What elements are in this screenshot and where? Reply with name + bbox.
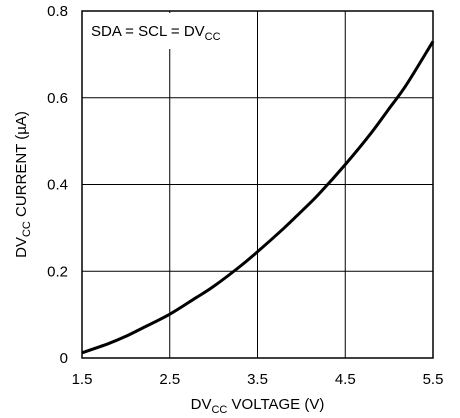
x-tick-label: 4.5 <box>335 371 356 388</box>
x-tick-label: 5.5 <box>423 371 444 388</box>
y-tick-label: 0.8 <box>47 3 68 20</box>
x-tick-label: 3.5 <box>247 371 268 388</box>
y-axis-label: DVCC CURRENT (µA) <box>13 111 33 258</box>
x-tick-labels: 1.5 2.5 3.5 4.5 5.5 <box>72 371 444 388</box>
x-axis-label: DVCC VOLTAGE (V) <box>191 396 325 416</box>
y-tick-label: 0.2 <box>47 263 68 280</box>
series-lines <box>81 40 435 355</box>
y-tick-label: 0.6 <box>47 90 68 107</box>
x-axis-label-prefix: DV <box>191 396 212 413</box>
annotation-subscript: CC <box>205 31 221 43</box>
series-line-1 <box>81 40 435 355</box>
y-tick-label: 0 <box>60 350 68 367</box>
x-axis-label-subscript: CC <box>211 404 227 416</box>
y-tick-labels: 0 0.2 0.4 0.6 0.8 <box>47 3 68 367</box>
y-axis-label-prefix: DV <box>13 237 30 258</box>
annotation-text: SDA = SCL = DV <box>91 23 205 40</box>
annotation-background <box>84 13 232 49</box>
grid-lines <box>81 10 434 359</box>
x-tick-label: 1.5 <box>72 371 93 388</box>
x-axis-label-suffix: VOLTAGE (V) <box>227 396 324 413</box>
chart-annotation: SDA = SCL = DVCC <box>91 23 221 43</box>
x-tick-label: 2.5 <box>159 371 180 388</box>
y-axis-label-subscript: CC <box>21 221 33 237</box>
y-axis-label-suffix: CURRENT (µA) <box>13 111 30 221</box>
y-tick-label: 0.4 <box>47 177 68 194</box>
plot-frame <box>81 10 434 359</box>
